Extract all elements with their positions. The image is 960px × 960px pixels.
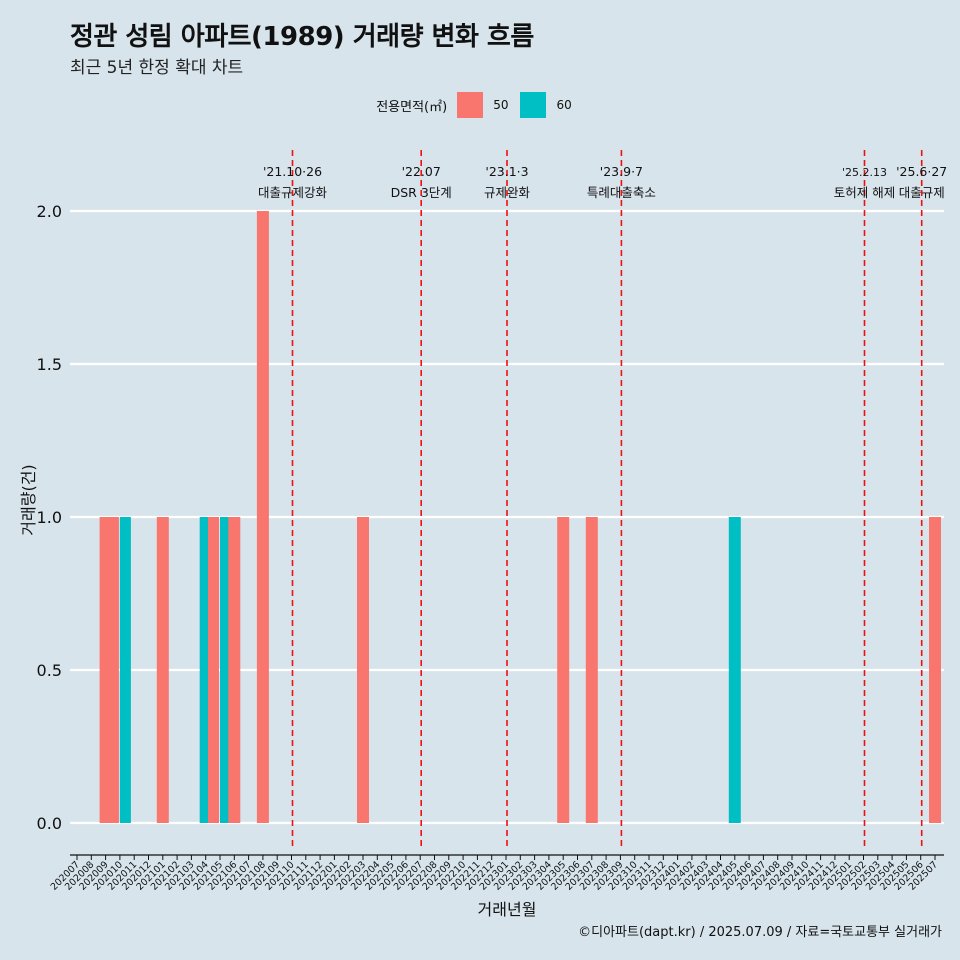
bar-60-202010 [119, 517, 131, 823]
bar-60-202105 [220, 517, 231, 823]
legend-title: 전용면적(㎡) [376, 99, 448, 115]
y-tick-label: 0.0 [37, 814, 62, 833]
event-date: '23.9·7 [600, 164, 643, 179]
event-label: DSR 3단계 [391, 185, 452, 200]
event-date: '25.6·27 [896, 164, 947, 179]
bar-50-202106 [228, 517, 241, 823]
y-tick-label: 0.5 [37, 661, 62, 680]
bar-50-202305 [557, 517, 570, 823]
event-date: '21.10·26 [263, 164, 322, 179]
legend: 전용면적(㎡) 50 60 [0, 92, 960, 118]
bar-50-202307 [585, 517, 598, 823]
source-caption: ©디아파트(dapt.kr) / 2025.07.09 / 자료=국토교통부 실… [578, 925, 942, 940]
legend-label-50: 50 [493, 98, 509, 112]
event-label: 특례대출축소 [587, 185, 656, 200]
y-tick-label: 1.0 [37, 508, 62, 527]
event-label: 대출규제강화 [258, 185, 328, 200]
y-axis-title: 거래량(건) [19, 464, 38, 535]
x-axis-title: 거래년월 [478, 900, 537, 919]
event-date: '25.2.13 [842, 166, 887, 179]
chart-title: 정관 성림 아파트(1989) 거래량 변화 흐름 [70, 22, 534, 52]
bar-50-202507 [929, 517, 941, 823]
y-tick-label: 1.5 [37, 355, 62, 374]
event-label: 대출규제 [899, 185, 945, 200]
bar-60-202405 [728, 517, 741, 823]
legend-key-60 [520, 92, 547, 118]
legend-key-50 [457, 92, 484, 118]
bar-50-202101 [156, 517, 169, 823]
chart-subtitle: 최근 5년 한정 확대 차트 [70, 58, 244, 78]
event-label: 규제완화 [484, 185, 531, 200]
event-lines [291, 150, 923, 850]
legend-label-60: 60 [556, 98, 572, 112]
event-label: 토허제 해제 [834, 185, 895, 200]
event-date: '23.1·3 [485, 164, 528, 179]
bar-50-202105 [208, 517, 219, 823]
event-date: '22.07 [402, 164, 441, 179]
event-annotations: '21.10·26 대출규제강화 '22.07 DSR 3단계 '23.1·3 규제완화 '… [258, 164, 947, 200]
bar-50-202203 [357, 517, 369, 823]
bar-50-202010 [107, 517, 119, 823]
bars [99, 211, 941, 823]
bar-50-202108 [256, 211, 269, 823]
y-tick-label: 2.0 [37, 202, 62, 221]
